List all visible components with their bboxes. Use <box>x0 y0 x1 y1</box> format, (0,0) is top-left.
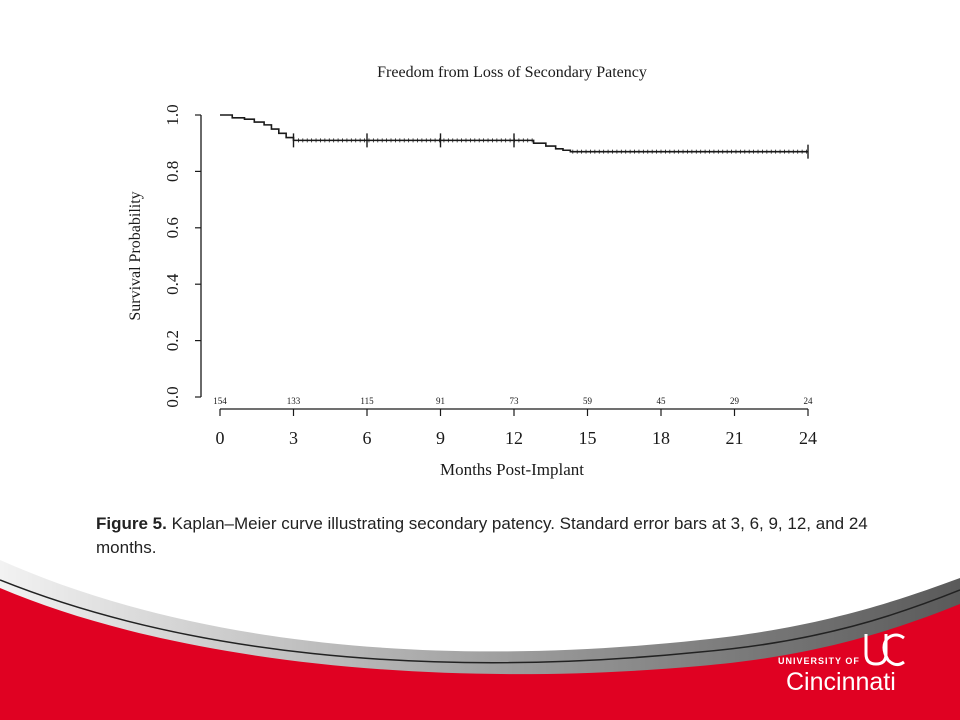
at-risk-label: 24 <box>804 396 814 406</box>
x-tick-label: 21 <box>726 428 744 448</box>
x-tick-label: 6 <box>363 428 372 448</box>
y-tick-label: 0.2 <box>163 330 182 351</box>
x-tick-label: 3 <box>289 428 298 448</box>
at-risk-labels: 154 133 115 91 73 59 45 29 24 <box>213 396 813 406</box>
x-tick-label: 24 <box>799 428 817 448</box>
error-bars <box>292 133 809 159</box>
y-tick-label: 0.0 <box>163 386 182 407</box>
y-tick-label: 1.0 <box>163 104 182 125</box>
logo-university-text: UNIVERSITY OF <box>778 656 860 666</box>
x-tick-label: 0 <box>216 428 225 448</box>
x-tick-label: 9 <box>436 428 445 448</box>
caption-text: Kaplan–Meier curve illustrating secondar… <box>96 514 868 557</box>
survival-series-line <box>220 114 808 153</box>
y-tick-label: 0.6 <box>163 217 182 238</box>
kaplan-meier-chart: Freedom from Loss of Secondary Patency S… <box>127 64 818 479</box>
axes <box>195 114 809 416</box>
swoosh-line <box>0 579 960 664</box>
chart-title: Freedom from Loss of Secondary Patency <box>377 64 647 81</box>
x-tick-label: 12 <box>505 428 523 448</box>
university-logo: UNIVERSITY OF Cincinnati <box>778 624 928 704</box>
red-swoosh <box>0 588 960 720</box>
survival-curve <box>220 114 808 154</box>
uc-monogram-icon <box>864 633 905 667</box>
figure-caption: Figure 5. Kaplan–Meier curve illustratin… <box>96 512 876 560</box>
at-risk-label: 45 <box>657 396 667 406</box>
x-tick-label: 18 <box>652 428 670 448</box>
at-risk-label: 154 <box>213 396 227 406</box>
x-tick-labels: 0 3 6 9 12 15 18 21 24 <box>216 428 818 448</box>
at-risk-label: 115 <box>360 396 374 406</box>
logo-city-text: Cincinnati <box>786 668 896 696</box>
y-tick-label: 0.4 <box>163 273 182 295</box>
at-risk-label: 29 <box>730 396 740 406</box>
at-risk-label: 59 <box>583 396 593 406</box>
x-axis-label: Months Post-Implant <box>440 460 584 479</box>
x-tick-label: 15 <box>579 428 597 448</box>
y-tick-labels: 0.0 0.2 0.4 0.6 0.8 1.0 <box>163 104 182 407</box>
y-tick-label: 0.8 <box>163 161 182 182</box>
at-risk-label: 133 <box>287 396 301 406</box>
at-risk-label: 91 <box>436 396 445 406</box>
caption-label: Figure 5. <box>96 514 167 533</box>
y-axis-label: Survival Probability <box>127 191 144 320</box>
at-risk-label: 73 <box>510 396 520 406</box>
